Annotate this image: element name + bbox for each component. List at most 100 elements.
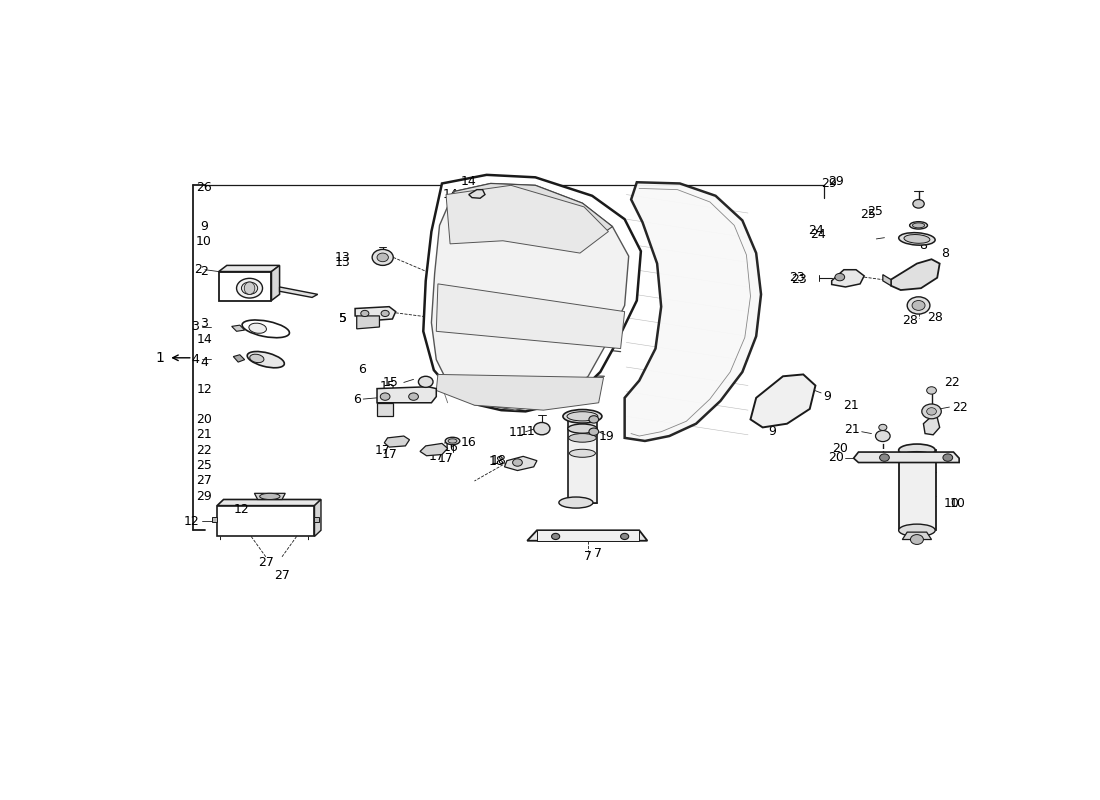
Text: 15: 15 (383, 376, 399, 389)
Text: 10: 10 (949, 498, 966, 510)
Polygon shape (384, 436, 409, 447)
Circle shape (926, 386, 936, 394)
Text: 28: 28 (902, 314, 918, 327)
Polygon shape (279, 287, 318, 298)
Polygon shape (527, 530, 648, 541)
Text: 25: 25 (860, 208, 877, 221)
Polygon shape (923, 416, 939, 435)
Polygon shape (750, 374, 815, 427)
Text: 12: 12 (233, 503, 250, 517)
Circle shape (620, 534, 629, 539)
Polygon shape (377, 386, 437, 402)
Text: 11: 11 (519, 426, 536, 438)
Text: 14: 14 (196, 333, 212, 346)
Polygon shape (254, 494, 285, 499)
Bar (899, 450, 936, 530)
Circle shape (911, 534, 923, 545)
Text: 26: 26 (196, 181, 212, 194)
Text: 9: 9 (200, 220, 208, 233)
Polygon shape (424, 175, 641, 411)
Circle shape (381, 310, 389, 317)
Text: 22: 22 (944, 376, 959, 389)
Ellipse shape (249, 323, 266, 334)
Text: 7: 7 (584, 550, 592, 562)
Circle shape (913, 199, 924, 208)
Text: 25: 25 (196, 459, 212, 472)
Polygon shape (450, 183, 613, 244)
Circle shape (908, 297, 930, 314)
Text: 20: 20 (196, 413, 212, 426)
Text: 21: 21 (843, 398, 858, 412)
Text: 29: 29 (822, 177, 837, 190)
Text: 12: 12 (196, 383, 212, 396)
Text: 2: 2 (194, 263, 201, 276)
Bar (537, 530, 639, 541)
Text: 4: 4 (191, 353, 199, 366)
Text: 23: 23 (792, 273, 807, 286)
Polygon shape (420, 443, 448, 456)
Text: 8: 8 (920, 238, 927, 251)
Text: 18: 18 (488, 455, 505, 469)
Circle shape (551, 534, 560, 539)
Text: 17: 17 (375, 444, 390, 457)
Ellipse shape (563, 410, 602, 423)
Polygon shape (832, 270, 865, 287)
Text: 22: 22 (952, 401, 968, 414)
Polygon shape (356, 316, 380, 329)
Circle shape (588, 416, 598, 423)
Text: 11: 11 (508, 426, 524, 439)
Polygon shape (505, 456, 537, 470)
Text: 24: 24 (811, 228, 826, 241)
Text: 14: 14 (442, 188, 458, 201)
Text: 6: 6 (353, 393, 361, 406)
Ellipse shape (904, 234, 930, 243)
Text: 3: 3 (200, 318, 208, 330)
Ellipse shape (242, 320, 289, 338)
Text: 16: 16 (442, 441, 458, 454)
Polygon shape (446, 186, 608, 253)
Ellipse shape (569, 434, 596, 442)
Ellipse shape (260, 494, 280, 499)
Polygon shape (625, 182, 761, 441)
Text: 21: 21 (845, 423, 860, 436)
Polygon shape (437, 284, 625, 349)
Text: 19: 19 (583, 430, 598, 442)
Circle shape (880, 454, 889, 462)
Text: 9: 9 (824, 390, 832, 403)
Text: 29: 29 (828, 174, 844, 187)
Text: 25: 25 (867, 206, 882, 218)
Text: 3: 3 (191, 321, 199, 334)
Circle shape (372, 250, 394, 266)
Polygon shape (431, 183, 629, 410)
Text: 27: 27 (196, 474, 212, 487)
Circle shape (377, 253, 388, 262)
Circle shape (513, 459, 522, 466)
Bar (568, 416, 597, 502)
Circle shape (588, 428, 598, 435)
Ellipse shape (899, 233, 935, 245)
Ellipse shape (568, 424, 597, 434)
Polygon shape (219, 271, 272, 301)
Polygon shape (315, 499, 321, 537)
Polygon shape (217, 499, 321, 506)
Circle shape (418, 376, 433, 387)
Polygon shape (217, 506, 315, 537)
Text: 16: 16 (461, 436, 476, 449)
Text: 19: 19 (598, 430, 615, 442)
Ellipse shape (899, 524, 935, 537)
Text: 17: 17 (428, 450, 444, 463)
Ellipse shape (559, 497, 593, 508)
Circle shape (534, 422, 550, 435)
Text: 17: 17 (438, 452, 454, 465)
Text: 5: 5 (339, 313, 346, 326)
Text: 2: 2 (200, 265, 208, 278)
Text: 24: 24 (807, 224, 824, 237)
Ellipse shape (899, 444, 935, 456)
Circle shape (922, 404, 942, 418)
Text: 15: 15 (379, 380, 396, 394)
Text: 5: 5 (339, 313, 346, 326)
Ellipse shape (913, 223, 925, 228)
Text: 13: 13 (334, 256, 350, 269)
Text: 14: 14 (461, 174, 476, 187)
Ellipse shape (910, 222, 927, 229)
